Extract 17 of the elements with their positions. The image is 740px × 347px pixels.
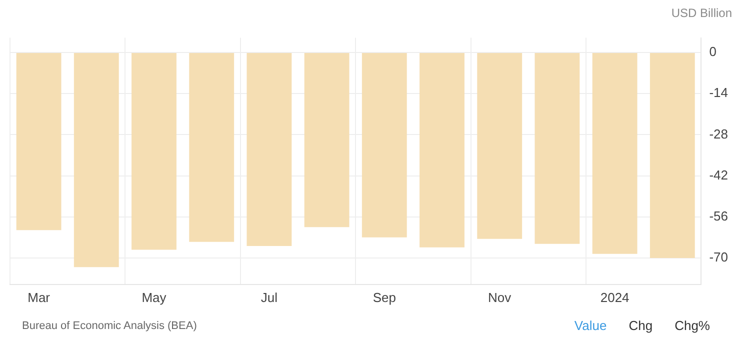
text: Value xyxy=(574,318,607,333)
y-tick-label: 0 xyxy=(709,44,716,60)
text: Chg xyxy=(628,318,653,333)
y-axis-title: USD Billion xyxy=(671,6,732,20)
y-tick-label: -56 xyxy=(709,208,728,224)
x-tick-label: May xyxy=(142,290,167,305)
y-tick-label: -70 xyxy=(709,250,728,265)
x-tick-label: Nov xyxy=(488,290,512,305)
y-tick-label: -14 xyxy=(709,85,728,100)
x-tick-label: 2024 xyxy=(600,290,630,305)
x-tick-label: Sep xyxy=(372,290,396,305)
x-tick-label: Jul xyxy=(260,290,278,305)
y-tick-label: -42 xyxy=(709,167,728,182)
x-tick-label: Mar xyxy=(28,290,51,305)
text: Chg% xyxy=(674,318,710,333)
y-tick-label: -28 xyxy=(709,126,728,142)
text: Bureau of Economic Analysis (BEA) xyxy=(22,320,197,332)
